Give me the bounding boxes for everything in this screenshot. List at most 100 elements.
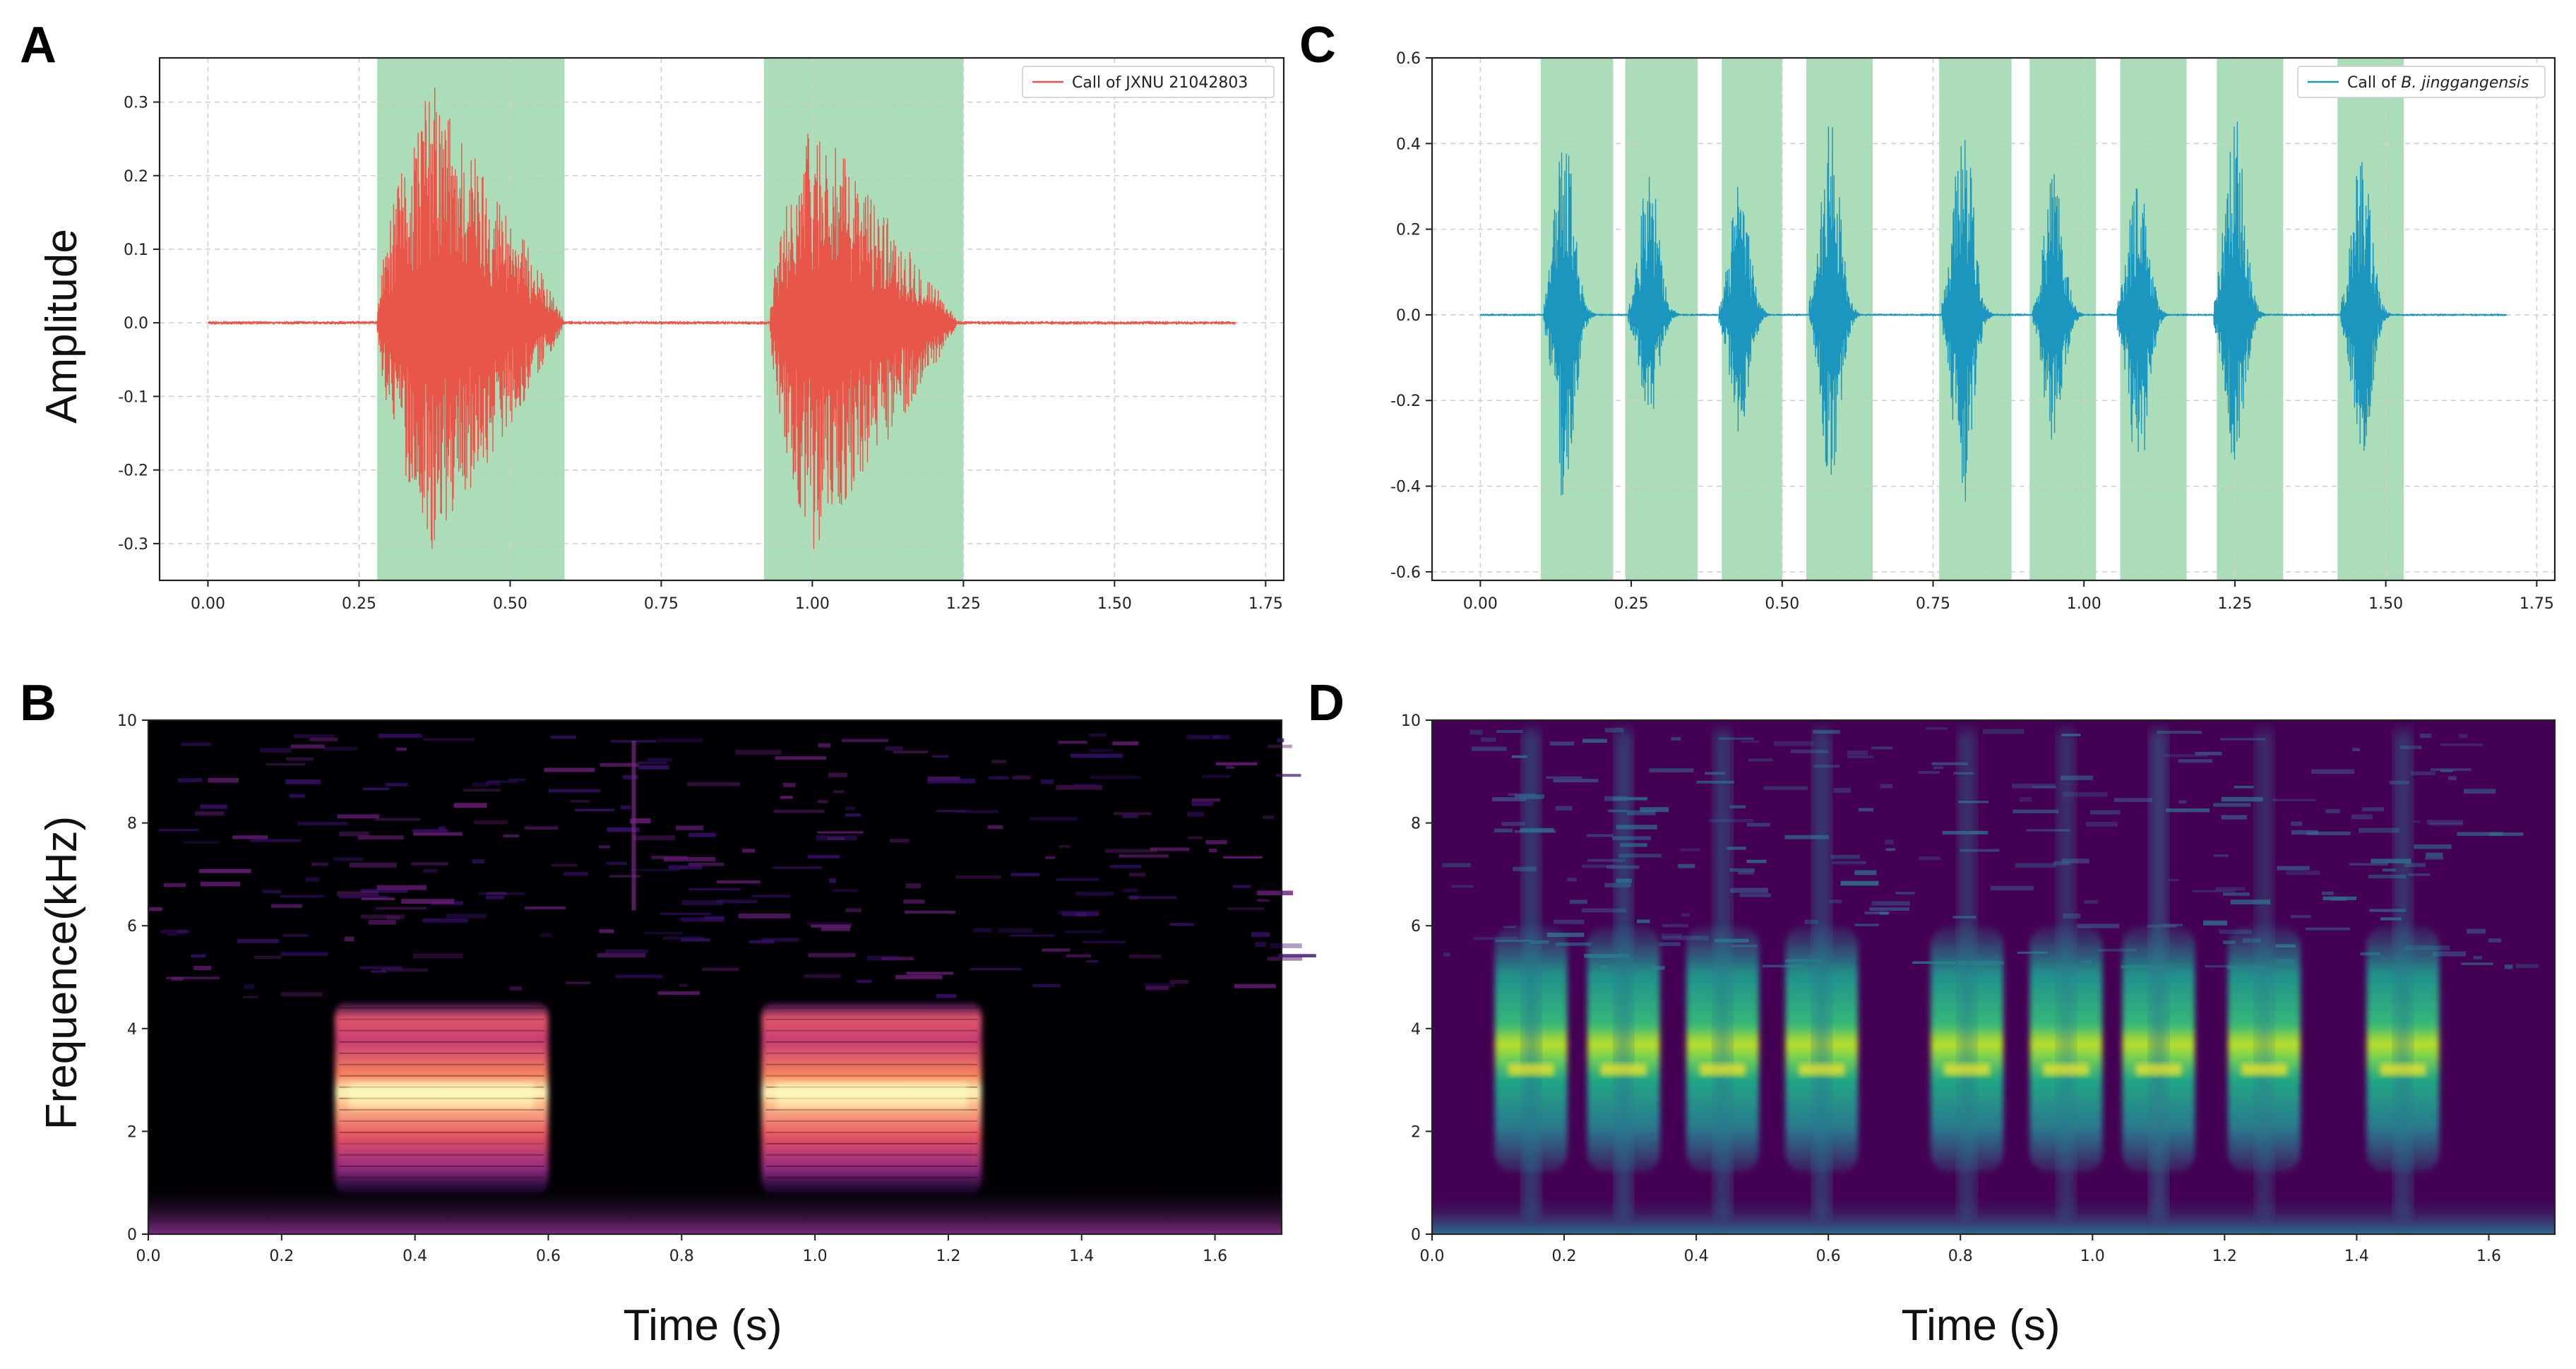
noise-streak — [2219, 738, 2266, 741]
noise-streak — [1885, 848, 1896, 851]
noise-streak — [1123, 888, 1138, 892]
noise-streak — [1234, 984, 1276, 988]
noise-streak — [687, 782, 741, 787]
noise-streak — [1144, 983, 1175, 988]
noise-streak — [735, 750, 782, 755]
noise-streak — [280, 895, 324, 898]
noise-streak — [2012, 809, 2059, 813]
noise-streak — [936, 994, 957, 998]
noise-streak — [2011, 783, 2056, 789]
noise-streak — [2473, 956, 2482, 960]
legend-species: B. jinggangensis — [2401, 74, 2529, 92]
y-tick-label: 6 — [1411, 918, 1421, 935]
legend-label: Call of JXNU 21042803 — [1072, 74, 1248, 92]
noise-streak — [1128, 955, 1162, 959]
noise-streak — [177, 929, 190, 933]
noise-streak — [599, 929, 614, 933]
noise-streak — [1858, 808, 1874, 812]
noise-streak — [2213, 803, 2251, 807]
noise-streak — [2213, 854, 2229, 857]
noise-streak — [1829, 899, 1842, 904]
noise-streak — [1871, 746, 1893, 750]
noise-streak — [1170, 980, 1189, 984]
noise-streak — [1553, 779, 1599, 783]
y-tick-label: 2 — [1411, 1123, 1421, 1141]
noise-streak — [305, 877, 319, 883]
noise-streak — [1918, 770, 1940, 774]
noise-streak — [311, 862, 328, 866]
noise-streak — [1063, 931, 1103, 933]
noise-streak — [1847, 755, 1873, 758]
noise-streak — [2448, 776, 2457, 780]
noise-streak — [544, 767, 595, 772]
noise-streak — [1748, 758, 1773, 762]
noise-streak — [160, 929, 187, 934]
noise-streak — [1659, 942, 1681, 946]
noise-streak — [688, 888, 741, 891]
noise-streak — [657, 991, 700, 996]
noise-streak — [1738, 871, 1754, 875]
noise-streak — [606, 861, 628, 865]
x-axis-title-right: Time (s) — [1902, 1301, 2061, 1350]
x-tick-label: 0.50 — [1765, 595, 1799, 613]
noise-streak — [623, 775, 638, 779]
noise-streak — [1186, 734, 1230, 740]
noise-streak — [833, 790, 845, 794]
noise-streak — [885, 746, 902, 751]
x-tick-label: 1.0 — [803, 1248, 828, 1265]
x-tick-label: 1.6 — [2476, 1248, 2501, 1265]
noise-streak — [1879, 911, 1888, 915]
noise-streak — [551, 863, 578, 867]
noise-streak — [2032, 785, 2057, 789]
plot-frame — [1431, 56, 2556, 582]
noise-streak — [1784, 835, 1829, 839]
noise-streak — [630, 868, 680, 871]
noise-streak — [1508, 793, 1537, 796]
noise-streak — [2430, 822, 2464, 826]
noise-streak — [2272, 799, 2316, 801]
noise-streak — [749, 940, 775, 944]
panel-label-a: A — [20, 17, 56, 73]
noise-streak — [1681, 913, 1690, 917]
noise-streak — [1058, 741, 1087, 744]
noise-streak — [620, 806, 631, 810]
noise-streak — [1469, 729, 1483, 735]
x-tick-label: 1.50 — [1097, 595, 1132, 613]
noise-streak — [1847, 751, 1868, 755]
noise-streak — [271, 904, 302, 908]
noise-streak — [232, 835, 268, 839]
noise-streak — [2467, 928, 2486, 934]
noise-streak — [716, 899, 758, 904]
y-tick-label: 8 — [127, 815, 137, 833]
noise-streak — [1227, 907, 1264, 910]
y-tick-label: 0 — [1411, 1226, 1421, 1244]
noise-streak — [293, 734, 335, 738]
noise-streak — [2291, 830, 2318, 835]
noise-streak — [829, 878, 837, 883]
x-tick-label: 1.25 — [2217, 595, 2252, 613]
noise-streak — [2426, 852, 2443, 857]
noise-streak — [509, 986, 522, 991]
noise-streak — [845, 806, 855, 811]
noise-streak — [906, 972, 953, 975]
noise-streak — [2085, 822, 2118, 827]
noise-streak — [782, 782, 796, 787]
noise-streak — [638, 765, 669, 770]
noise-streak — [1649, 768, 1694, 772]
noise-streak — [1747, 823, 1770, 827]
y-tick-label: 0.1 — [124, 241, 148, 259]
noise-streak — [2440, 770, 2453, 772]
noise-streak — [1056, 878, 1099, 881]
y-tick-label: -0.4 — [1390, 479, 1421, 496]
peak-energy-band — [775, 1082, 968, 1108]
noise-streak — [376, 907, 427, 910]
noise-streak — [660, 912, 711, 916]
noise-streak — [181, 742, 211, 746]
noise-streak — [1774, 741, 1814, 746]
noise-streak — [893, 751, 928, 753]
noise-streak — [177, 778, 203, 782]
noise-streak — [2230, 899, 2271, 904]
noise-streak — [630, 818, 651, 824]
noise-streak — [1546, 776, 1582, 779]
noise-streak — [1202, 775, 1230, 778]
